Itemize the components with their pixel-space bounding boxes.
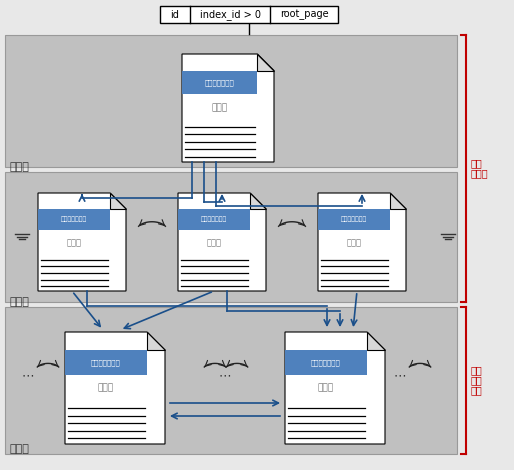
Polygon shape bbox=[178, 193, 266, 291]
Text: 索引行: 索引行 bbox=[212, 103, 228, 112]
Polygon shape bbox=[367, 332, 385, 350]
Polygon shape bbox=[258, 54, 274, 70]
Polygon shape bbox=[38, 193, 126, 291]
Polygon shape bbox=[110, 193, 126, 209]
Text: 叶节点: 叶节点 bbox=[10, 297, 30, 307]
Polygon shape bbox=[285, 332, 385, 444]
Text: index_id > 0: index_id > 0 bbox=[199, 9, 261, 20]
Text: 索引: 索引 bbox=[471, 158, 483, 169]
Polygon shape bbox=[318, 193, 406, 291]
Text: 上一页｜下一页: 上一页｜下一页 bbox=[341, 217, 367, 222]
Text: 上一页｜下一页: 上一页｜下一页 bbox=[205, 79, 234, 86]
Text: root_page: root_page bbox=[280, 9, 328, 20]
Text: 根节点: 根节点 bbox=[10, 162, 30, 172]
FancyBboxPatch shape bbox=[65, 350, 147, 375]
FancyBboxPatch shape bbox=[5, 172, 457, 302]
FancyBboxPatch shape bbox=[5, 307, 457, 454]
Text: 索引行: 索引行 bbox=[67, 238, 82, 247]
Text: 数据页: 数据页 bbox=[10, 444, 30, 454]
Text: 上一页｜下一页: 上一页｜下一页 bbox=[311, 359, 341, 366]
Text: id: id bbox=[171, 9, 179, 19]
FancyBboxPatch shape bbox=[5, 35, 457, 167]
Text: 数据行: 数据行 bbox=[318, 384, 334, 392]
Text: ⋯: ⋯ bbox=[394, 369, 406, 383]
Polygon shape bbox=[182, 54, 274, 162]
Text: 上一页｜下一页: 上一页｜下一页 bbox=[61, 217, 87, 222]
FancyBboxPatch shape bbox=[38, 209, 110, 230]
Text: 索引行: 索引行 bbox=[346, 238, 361, 247]
FancyBboxPatch shape bbox=[160, 6, 338, 23]
FancyBboxPatch shape bbox=[318, 209, 390, 230]
Polygon shape bbox=[250, 193, 266, 209]
FancyBboxPatch shape bbox=[178, 209, 250, 230]
Text: 聚集: 聚集 bbox=[471, 376, 483, 385]
Text: 非聚集: 非聚集 bbox=[471, 169, 489, 179]
Text: 堆或: 堆或 bbox=[471, 385, 483, 395]
FancyBboxPatch shape bbox=[182, 70, 258, 94]
Text: 上一页｜下一页: 上一页｜下一页 bbox=[201, 217, 227, 222]
Text: 上一页｜下一页: 上一页｜下一页 bbox=[91, 359, 121, 366]
Text: 数据行: 数据行 bbox=[98, 384, 114, 392]
Text: ⋯: ⋯ bbox=[219, 369, 231, 383]
Text: 索引: 索引 bbox=[471, 366, 483, 376]
Polygon shape bbox=[65, 332, 165, 444]
Text: ⋯: ⋯ bbox=[22, 369, 34, 383]
Polygon shape bbox=[147, 332, 165, 350]
FancyBboxPatch shape bbox=[285, 350, 367, 375]
Polygon shape bbox=[390, 193, 406, 209]
Text: 索引行: 索引行 bbox=[207, 238, 222, 247]
